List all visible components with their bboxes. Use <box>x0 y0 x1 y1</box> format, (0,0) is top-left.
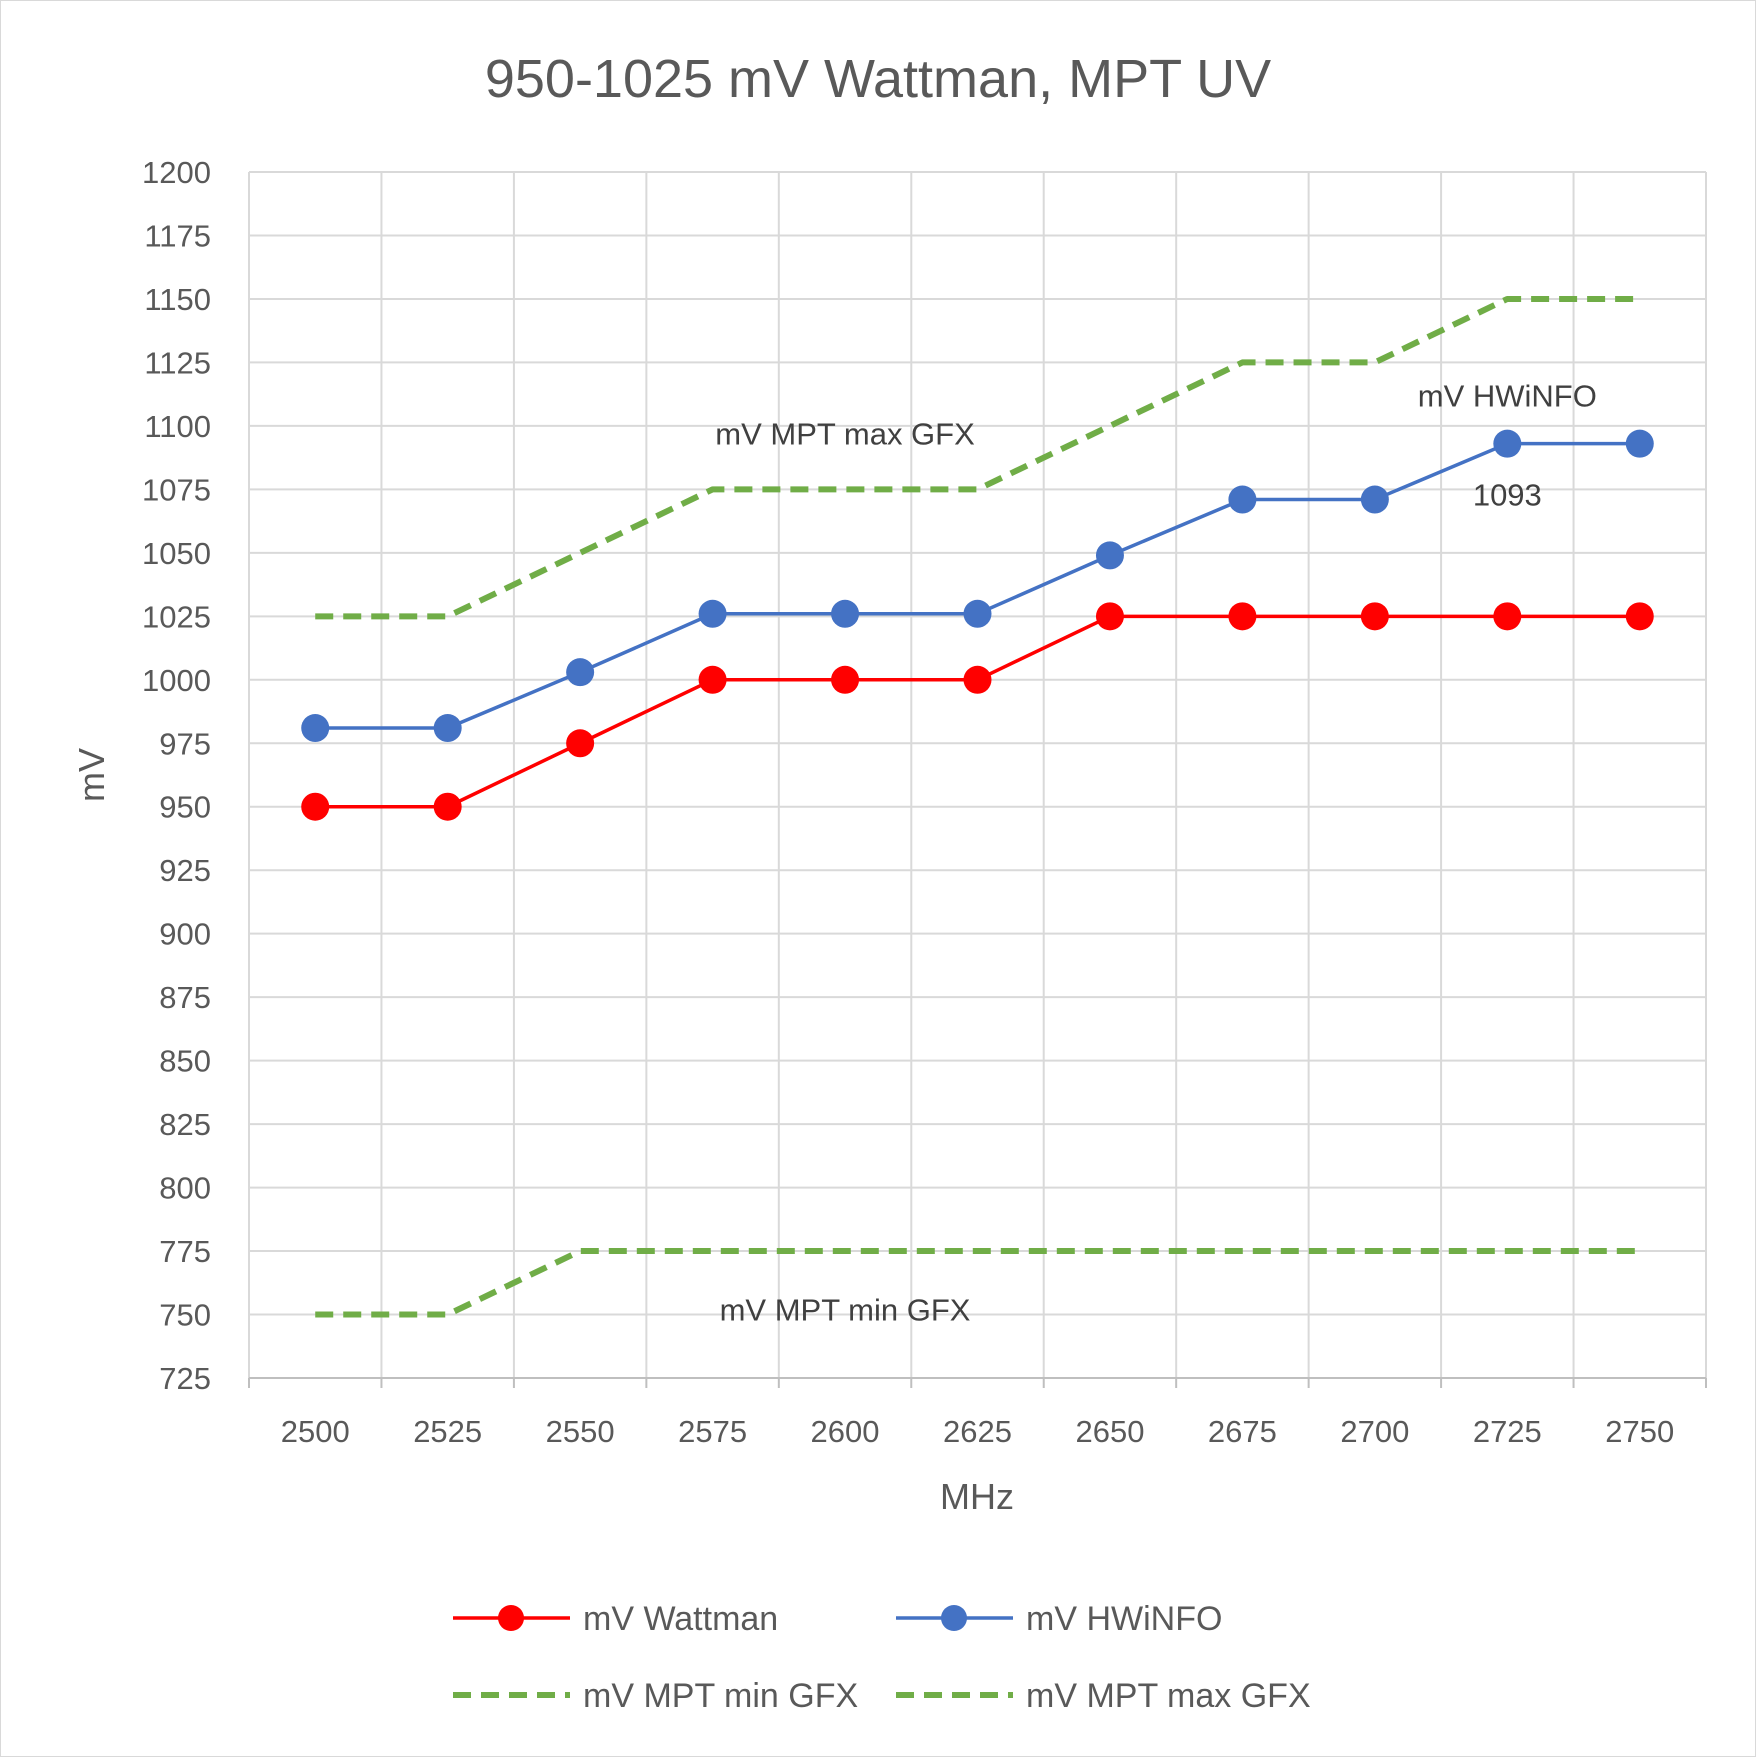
data-point <box>1095 602 1124 631</box>
data-point <box>1360 602 1389 631</box>
y-tick-label: 850 <box>159 1044 211 1079</box>
x-tick-label: 2500 <box>281 1414 350 1449</box>
data-point <box>566 729 595 758</box>
data-point <box>1625 602 1654 631</box>
y-tick-label: 1125 <box>144 345 211 380</box>
legend: mV Wattman mV HWiNFO mV MPT min GFX mV MPT … <box>453 1600 1311 1715</box>
x-axis-title: MHz <box>940 1476 1014 1517</box>
chart-title: 950-1025 mV Wattman, MPT UV <box>485 49 1271 109</box>
legend-marker <box>941 1605 967 1631</box>
series-line <box>315 295 1640 620</box>
legend-label: mV MPT min GFX <box>583 1677 858 1715</box>
data-point <box>1095 541 1124 570</box>
y-tick-label: 1200 <box>142 155 211 190</box>
series-line <box>315 1248 1640 1318</box>
x-tick-label: 2600 <box>811 1414 880 1449</box>
axes: 725 750 775 800 825 850 875 900 925 950 975 1000 102… <box>142 155 1707 1449</box>
data-label: mV HWiNFO <box>1418 378 1597 413</box>
y-tick-label: 825 <box>159 1107 211 1142</box>
x-tick-label: 2550 <box>546 1414 615 1449</box>
data-point <box>1228 485 1257 514</box>
legend-marker <box>498 1605 524 1631</box>
data-point <box>1493 429 1522 458</box>
data-point <box>1360 485 1389 514</box>
data-point <box>301 714 330 743</box>
x-tick-label: 2625 <box>943 1414 1012 1449</box>
data-point <box>566 658 595 687</box>
y-tick-label: 875 <box>159 980 211 1015</box>
data-point <box>433 792 462 821</box>
data-point <box>831 599 860 628</box>
annotations: mV MPT max GFX mV HWiNFO 1093 mV MPT min GF… <box>715 378 1597 1327</box>
x-tick-label: 2575 <box>678 1414 747 1449</box>
y-tick-label: 800 <box>159 1171 211 1206</box>
legend-label: mV Wattman <box>583 1600 778 1638</box>
y-tick-label: 900 <box>159 917 211 952</box>
y-tick-label: 1050 <box>142 536 211 571</box>
data-point <box>1625 429 1654 458</box>
y-tick-label: 775 <box>159 1234 211 1269</box>
y-tick-label: 1025 <box>142 599 211 634</box>
y-tick-label: 1100 <box>144 409 211 444</box>
y-tick-label: 975 <box>159 726 211 761</box>
y-tick-label: 1150 <box>144 282 211 317</box>
legend-label: mV MPT max GFX <box>1026 1677 1311 1715</box>
y-tick-label: 725 <box>159 1361 211 1396</box>
data-point <box>433 714 462 743</box>
y-tick-label: 1075 <box>142 472 211 507</box>
y-tick-label: 950 <box>159 790 211 825</box>
data-label: mV MPT max GFX <box>715 417 975 452</box>
x-tick-label: 2650 <box>1075 1414 1144 1449</box>
x-tick-label: 2700 <box>1340 1414 1409 1449</box>
data-point <box>963 665 992 694</box>
gridlines <box>248 171 1707 1378</box>
x-tick-label: 2725 <box>1473 1414 1542 1449</box>
x-tick-label: 2675 <box>1208 1414 1277 1449</box>
y-axis-title: mV <box>71 748 112 802</box>
data-point <box>831 665 860 694</box>
y-tick-label: 1000 <box>142 663 211 698</box>
legend-label: mV HWiNFO <box>1026 1600 1222 1638</box>
x-tick-label: 2750 <box>1605 1414 1674 1449</box>
data-label: 1093 <box>1473 477 1542 512</box>
data-point <box>1493 602 1522 631</box>
data-label: mV MPT min GFX <box>720 1292 971 1327</box>
y-tick-label: 925 <box>159 853 211 888</box>
data-series <box>301 295 1654 1318</box>
x-tick-label: 2525 <box>413 1414 482 1449</box>
data-point <box>1228 602 1257 631</box>
data-point <box>698 599 727 628</box>
y-tick-label: 750 <box>159 1298 211 1333</box>
data-point <box>963 599 992 628</box>
data-point <box>301 792 330 821</box>
y-tick-label: 1175 <box>144 218 211 253</box>
data-point <box>698 665 727 694</box>
